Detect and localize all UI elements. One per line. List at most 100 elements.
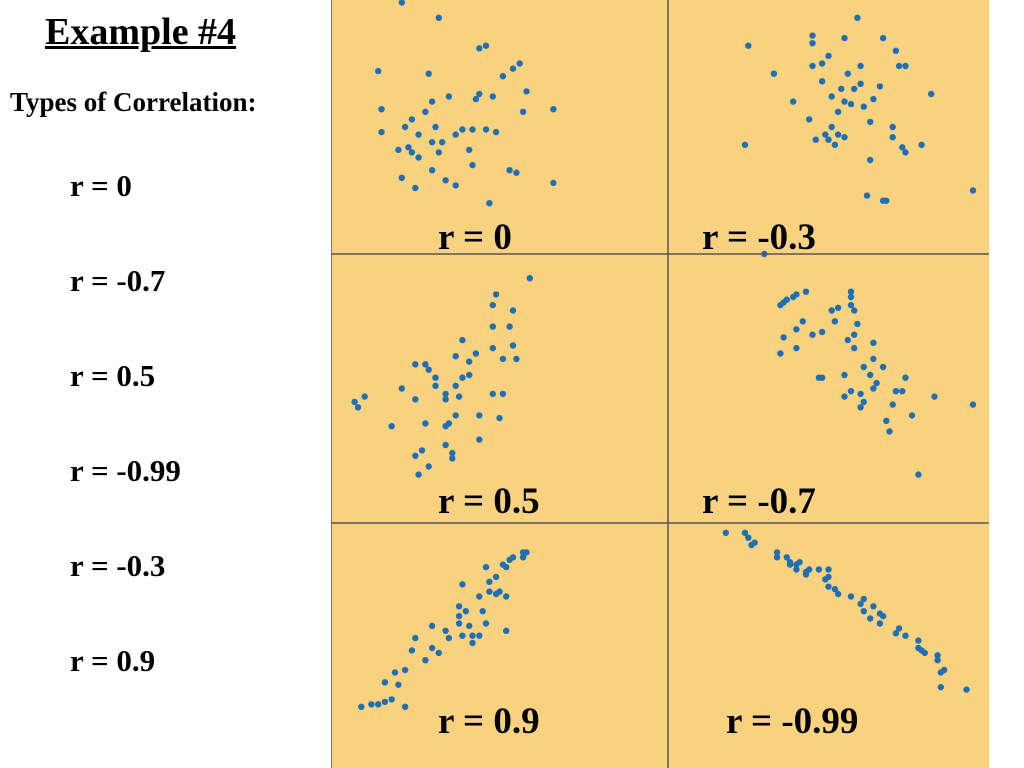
scatter-point — [918, 141, 925, 148]
scatter-point — [391, 669, 399, 676]
scatter-point — [937, 669, 944, 676]
scatter-point — [432, 374, 439, 381]
scatter-point — [876, 620, 884, 627]
scatter-point — [879, 34, 887, 42]
scatter-point — [889, 123, 896, 131]
scatter-point — [439, 139, 446, 146]
scatter-point — [442, 177, 449, 184]
scatter-point — [469, 126, 476, 133]
scatter-point — [509, 342, 517, 349]
scatter-point — [867, 371, 874, 379]
scatter-point — [834, 108, 842, 116]
scatter-point — [503, 563, 510, 571]
scatter-point — [857, 404, 864, 411]
scatter-point — [435, 14, 442, 21]
scatter-point — [442, 396, 449, 403]
scatter-point — [489, 301, 496, 309]
scatter-point — [482, 563, 490, 571]
scatter-point — [455, 620, 463, 627]
scatter-point — [422, 108, 429, 116]
scatter-point — [452, 131, 459, 138]
scatter-point — [482, 42, 490, 49]
scatter-point — [847, 293, 855, 301]
scatter-point — [870, 385, 877, 392]
panel-r-label: r = 0.5 — [438, 481, 540, 522]
scatter-point — [822, 576, 829, 583]
scatter-point — [854, 320, 861, 328]
scatter-point — [442, 390, 449, 398]
scatter-point — [449, 449, 456, 457]
scatter-point — [469, 639, 476, 647]
scatter-point — [425, 366, 432, 373]
scatter-point — [860, 608, 867, 615]
scatter-point — [860, 103, 867, 110]
scatter-point — [354, 404, 362, 411]
scatter-point — [809, 32, 816, 39]
scatter-point — [908, 412, 916, 419]
scatter-point — [503, 593, 510, 600]
scatter-point — [422, 420, 429, 427]
scatter-point — [851, 344, 858, 352]
scatter-point — [428, 167, 436, 174]
scatter-point — [809, 62, 816, 70]
scatter-point — [506, 556, 513, 563]
scatter-point — [793, 344, 800, 352]
scatter-point — [388, 696, 395, 703]
scatter-point — [375, 67, 382, 75]
panel-r-label: r = -0.3 — [702, 217, 816, 258]
scatter-point — [412, 361, 419, 368]
scatter-point — [847, 388, 855, 395]
scatter-point — [886, 428, 893, 435]
scatter-point — [815, 374, 823, 381]
scatter-point — [870, 339, 877, 346]
scatter-point — [748, 541, 755, 549]
scatter-point — [860, 595, 867, 603]
scatter-point — [825, 136, 832, 143]
scatter-point — [492, 291, 500, 298]
scatter-point — [818, 78, 826, 85]
scatter-point — [432, 382, 439, 389]
scatter-point — [513, 169, 520, 176]
scatter-point — [963, 686, 970, 693]
scatter-point — [818, 328, 826, 336]
scatter-point — [780, 334, 787, 341]
scatter-point — [459, 374, 466, 381]
scatter-point — [812, 136, 819, 143]
scatter-point — [499, 355, 507, 363]
scatter-point — [476, 412, 483, 419]
scatter-point — [809, 331, 816, 338]
scatter-point — [476, 593, 483, 600]
scatter-point — [802, 571, 810, 578]
scatter-point — [899, 144, 906, 151]
scatter-point — [415, 131, 422, 138]
scatter-point — [472, 95, 480, 103]
scatter-point — [793, 566, 800, 573]
scatter-point — [928, 90, 935, 98]
scatter-point — [969, 401, 977, 408]
scatter-point — [442, 627, 449, 634]
scatter-point — [466, 622, 473, 630]
scatter-point — [799, 318, 806, 325]
scatter-point — [425, 463, 432, 470]
scatter-point — [786, 561, 794, 568]
scatter-point — [452, 182, 459, 189]
scatter-point — [435, 149, 442, 156]
scatter-point — [860, 398, 867, 406]
scatter-point — [418, 447, 426, 454]
scatter-point — [489, 390, 496, 398]
scatter-point — [921, 649, 928, 657]
scatter-point — [847, 288, 855, 295]
scatter-point — [476, 45, 483, 52]
scatter-point — [550, 106, 557, 113]
scatter-point — [378, 128, 385, 136]
scatter-point — [931, 393, 938, 400]
scatter-point — [482, 620, 490, 627]
scatter-point — [841, 34, 848, 42]
scatter-point — [513, 355, 520, 363]
scatter-point — [934, 657, 941, 664]
scatter-point — [523, 88, 530, 95]
scatter-point — [452, 382, 459, 389]
scatter-point — [802, 288, 810, 295]
scatter-point — [466, 358, 473, 365]
scatter-point — [828, 93, 835, 100]
